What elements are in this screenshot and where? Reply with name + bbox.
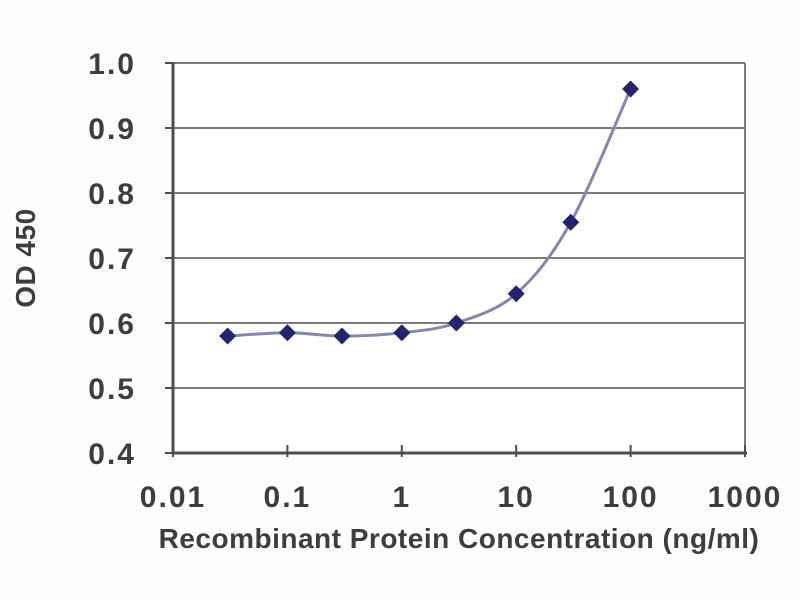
x-tick-label: 1 xyxy=(392,481,411,514)
x-tick-label: 1000 xyxy=(708,481,783,514)
data-point xyxy=(393,324,411,342)
y-tick-label: 0.9 xyxy=(88,113,136,146)
data-point xyxy=(562,213,580,231)
data-point xyxy=(219,327,237,345)
y-tick-label: 1.0 xyxy=(88,48,136,81)
grid-layer xyxy=(165,62,747,457)
x-tick-label: 100 xyxy=(603,481,659,514)
y-tick-label: 0.7 xyxy=(88,243,136,276)
data-point xyxy=(447,314,465,332)
x-tick-label: 10 xyxy=(498,481,535,514)
data-point xyxy=(622,80,640,98)
y-axis-title: OD 450 xyxy=(10,208,41,308)
data-point xyxy=(278,324,296,342)
series-layer xyxy=(219,80,640,345)
data-point xyxy=(507,285,525,303)
tick-label-layer: 1.0 0.9 0.8 0.7 0.6 0.5 0.40.01 0.1 1 10 100 1000 xyxy=(88,48,783,514)
y-tick-label: 0.8 xyxy=(88,178,136,211)
x-tick-label: 0.1 xyxy=(264,481,312,514)
y-tick-label: 0.5 xyxy=(88,373,136,406)
y-tick-label: 0.4 xyxy=(88,438,136,471)
data-point xyxy=(333,327,351,345)
x-tick-label: 0.01 xyxy=(140,481,206,514)
x-axis-title: Recombinant Protein Concentration (ng/ml… xyxy=(159,523,760,554)
y-tick-label: 0.6 xyxy=(88,308,136,341)
